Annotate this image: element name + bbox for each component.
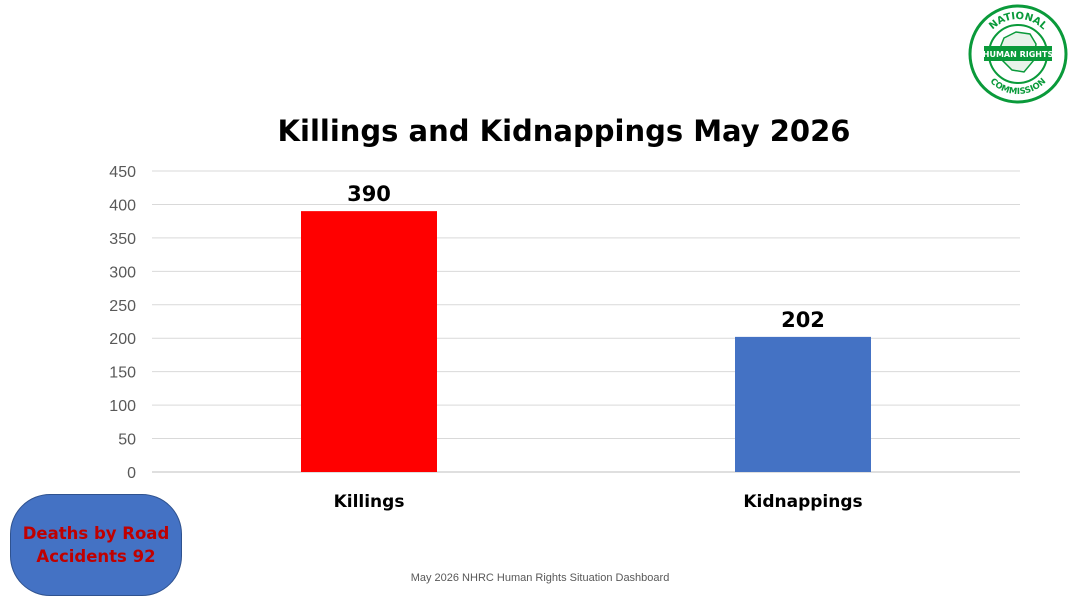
- y-tick-label: 250: [109, 298, 136, 315]
- bar-killings: [301, 211, 437, 472]
- y-tick-label: 450: [109, 164, 136, 181]
- y-axis-ticks: 0 50 100 150 200 250 300 350 400 450: [109, 164, 136, 482]
- category-label-kidnappings: Kidnappings: [743, 492, 862, 512]
- y-tick-label: 350: [109, 231, 136, 248]
- y-tick-label: 400: [109, 197, 136, 214]
- x-axis-categories: Killings Kidnappings: [334, 492, 863, 512]
- bar-kidnappings: [735, 336, 871, 472]
- y-tick-label: 300: [109, 264, 136, 281]
- logo-banner-text: HUMAN RIGHTS: [983, 50, 1054, 59]
- nhrc-logo: NATIONAL HUMAN RIGHTS COMMISSION: [968, 4, 1068, 104]
- y-tick-label: 100: [109, 398, 136, 415]
- data-label-killings: 390: [347, 182, 391, 206]
- road-accidents-callout: Deaths by Road Accidents 92: [10, 494, 182, 596]
- chart-title: Killings and Kidnappings May 2026: [278, 114, 851, 148]
- category-label-killings: Killings: [334, 492, 405, 512]
- y-tick-label: 200: [109, 331, 136, 348]
- y-tick-label: 50: [118, 432, 136, 449]
- data-labels: 390 202: [347, 182, 825, 332]
- footer-text: May 2026 NHRC Human Rights Situation Das…: [410, 572, 670, 584]
- gridlines: [152, 170, 1020, 473]
- bars: [301, 211, 871, 472]
- y-tick-label: 0: [127, 465, 136, 482]
- y-tick-label: 150: [109, 365, 136, 382]
- road-accidents-text: Deaths by Road Accidents 92: [22, 524, 170, 566]
- data-label-kidnappings: 202: [781, 308, 825, 332]
